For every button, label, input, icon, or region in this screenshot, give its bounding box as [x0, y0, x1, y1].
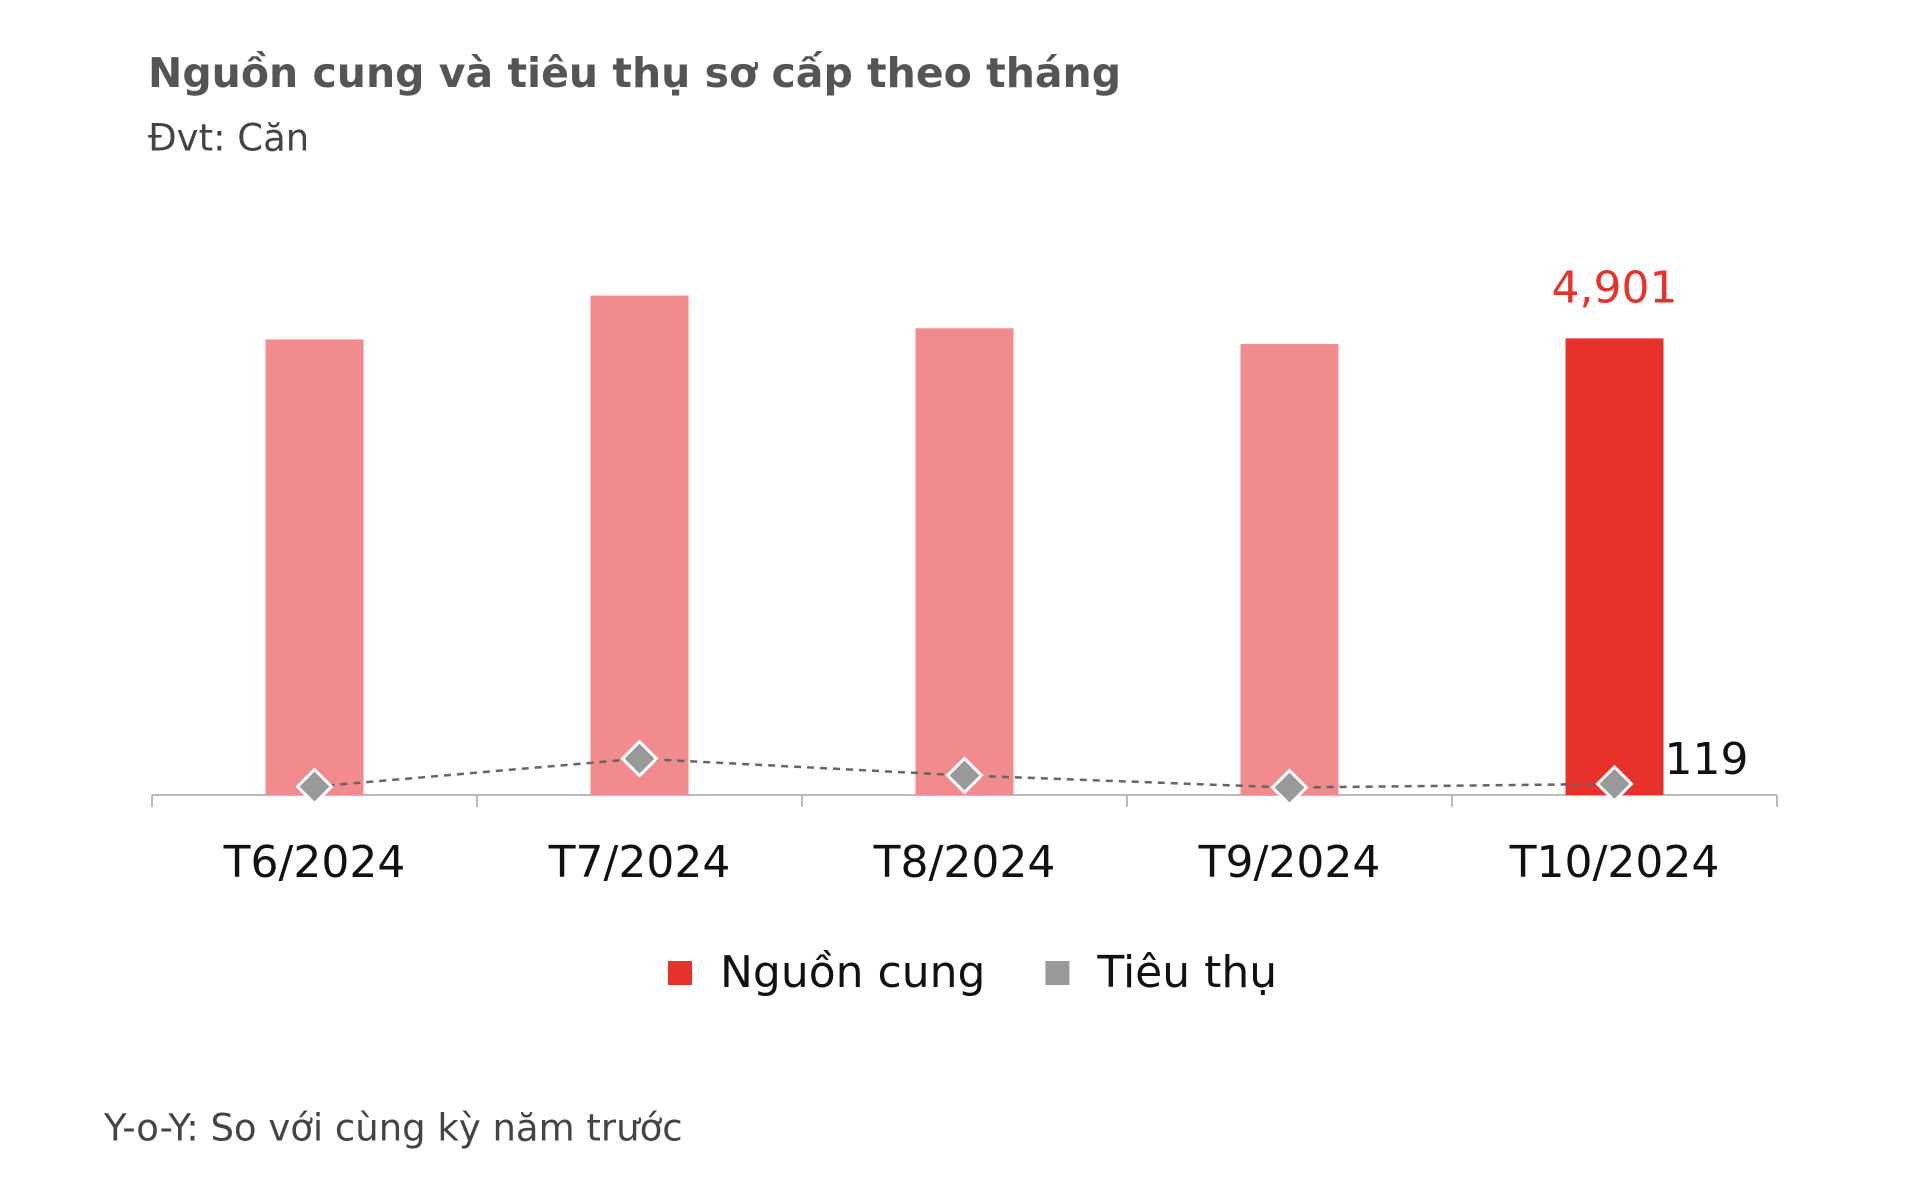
- x-tick-label: T8/2024: [873, 837, 1056, 888]
- x-tick-label: T6/2024: [223, 837, 406, 888]
- data-label: 119: [1665, 734, 1749, 785]
- legend-swatch: [668, 961, 692, 985]
- line-marker: [620, 739, 659, 778]
- bar: [915, 328, 1014, 795]
- legend-swatch: [1045, 961, 1070, 985]
- line-marker: [945, 756, 984, 795]
- line-marker: [295, 767, 334, 806]
- legend-label: Nguồn cung: [720, 947, 985, 998]
- legend-label: Tiêu thụ: [1096, 947, 1277, 998]
- chart-note: Y-o-Y: So với cùng kỳ năm trước: [103, 1107, 683, 1150]
- bar: [265, 339, 364, 795]
- bar: [590, 295, 689, 795]
- x-tick-label: T9/2024: [1198, 837, 1381, 888]
- x-tick-label: T7/2024: [548, 837, 731, 888]
- x-tick-label: T10/2024: [1509, 837, 1720, 888]
- chart-subtitle: Đvt: Căn: [148, 117, 309, 160]
- line-marker: [1270, 768, 1309, 807]
- chart-title: Nguồn cung và tiêu thụ sơ cấp theo tháng: [148, 49, 1121, 97]
- bar: [1240, 344, 1339, 795]
- line-marker: [1595, 764, 1634, 804]
- data-label: 4,901: [1552, 262, 1678, 313]
- bar: [1565, 338, 1664, 795]
